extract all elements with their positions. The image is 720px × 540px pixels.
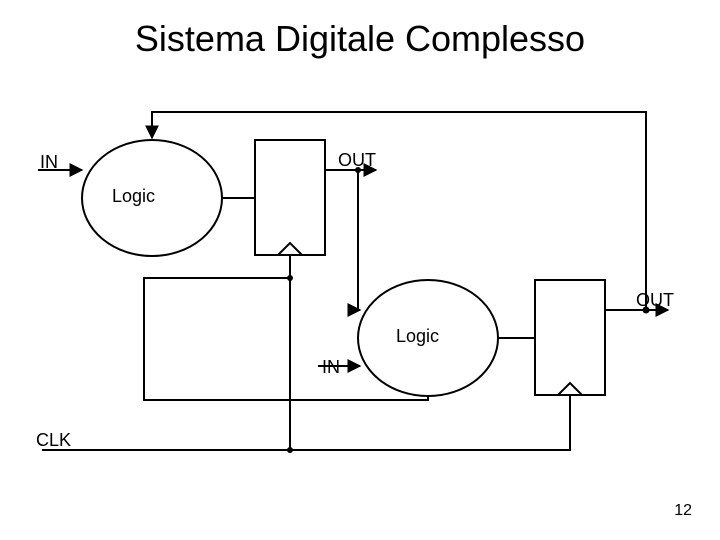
label-out1: OUT — [338, 150, 376, 171]
diagram-stage: Sistema Digitale Complesso — [0, 0, 720, 540]
register-2 — [535, 280, 605, 395]
node-clk-tap2 — [287, 275, 293, 281]
label-out2: OUT — [636, 290, 674, 311]
label-in2: IN — [322, 357, 340, 378]
wire-clk-main — [42, 395, 570, 450]
label-clk: CLK — [36, 430, 71, 451]
clock-notch-2 — [558, 383, 582, 395]
label-logic2: Logic — [396, 326, 439, 347]
page-number: 12 — [674, 502, 692, 520]
label-logic1: Logic — [112, 186, 155, 207]
wire-feedback-inner — [144, 278, 428, 400]
register-1 — [255, 140, 325, 255]
block-diagram — [0, 0, 720, 540]
node-clk-tap1 — [287, 447, 293, 453]
label-in1: IN — [40, 152, 58, 173]
clock-notch-1 — [278, 243, 302, 255]
